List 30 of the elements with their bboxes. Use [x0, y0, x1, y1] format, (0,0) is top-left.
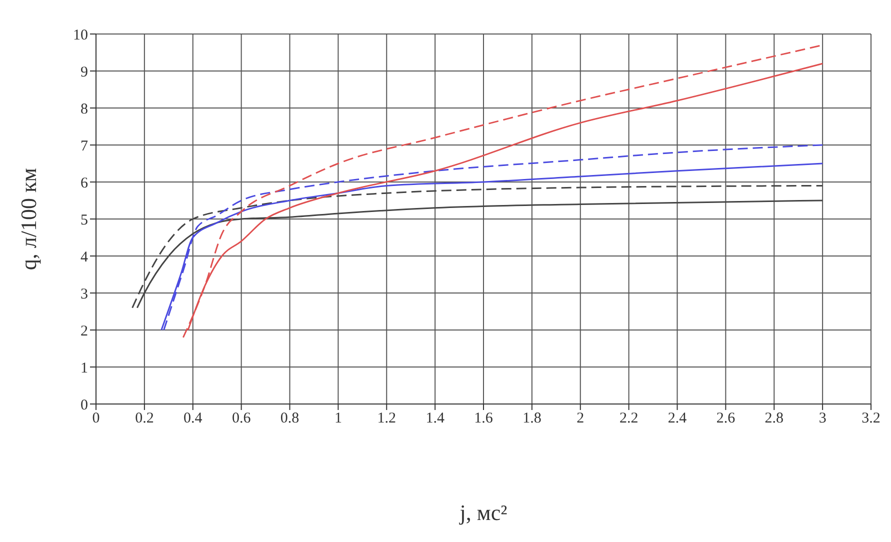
y-axis-title: q, л/100 км: [16, 168, 41, 270]
y-tick-label: 1: [80, 360, 88, 376]
x-tick-label: 0.2: [135, 410, 154, 427]
y-tick-label: 4: [80, 249, 88, 266]
x-tick-label: 1.8: [522, 410, 542, 427]
x-tick-label: 3: [818, 410, 826, 427]
y-tick-label: 3: [80, 286, 88, 302]
x-axis-title: j, мс²: [458, 500, 508, 525]
x-tick-label: 0.8: [280, 410, 300, 427]
y-tick-label: 6: [80, 175, 88, 192]
x-tick-label: 1.6: [474, 410, 494, 427]
y-tick-label: 10: [73, 27, 88, 44]
y-tick-label: 8: [80, 101, 88, 118]
x-tick-label: 2: [576, 410, 584, 427]
x-tick-label: 3.2: [862, 410, 880, 427]
x-tick-label: 0: [92, 410, 100, 427]
x-tick-label: 1: [334, 410, 342, 427]
x-tick-label: 1.2: [377, 410, 396, 427]
x-tick-label: 2.6: [716, 410, 736, 427]
x-tick-label: 0.6: [232, 410, 252, 427]
x-tick-label: 2.8: [764, 410, 784, 427]
x-tick-label: 0.4: [184, 410, 203, 427]
y-tick-label: 7: [80, 138, 88, 154]
y-tick-label: 0: [80, 397, 88, 414]
y-tick-label: 9: [80, 64, 88, 80]
x-tick-label: 2.4: [668, 410, 688, 427]
x-tick-label: 1.4: [426, 410, 445, 427]
y-tick-label: 2: [80, 323, 88, 340]
x-tick-label: 2.2: [619, 410, 638, 427]
y-tick-label: 5: [80, 212, 88, 228]
